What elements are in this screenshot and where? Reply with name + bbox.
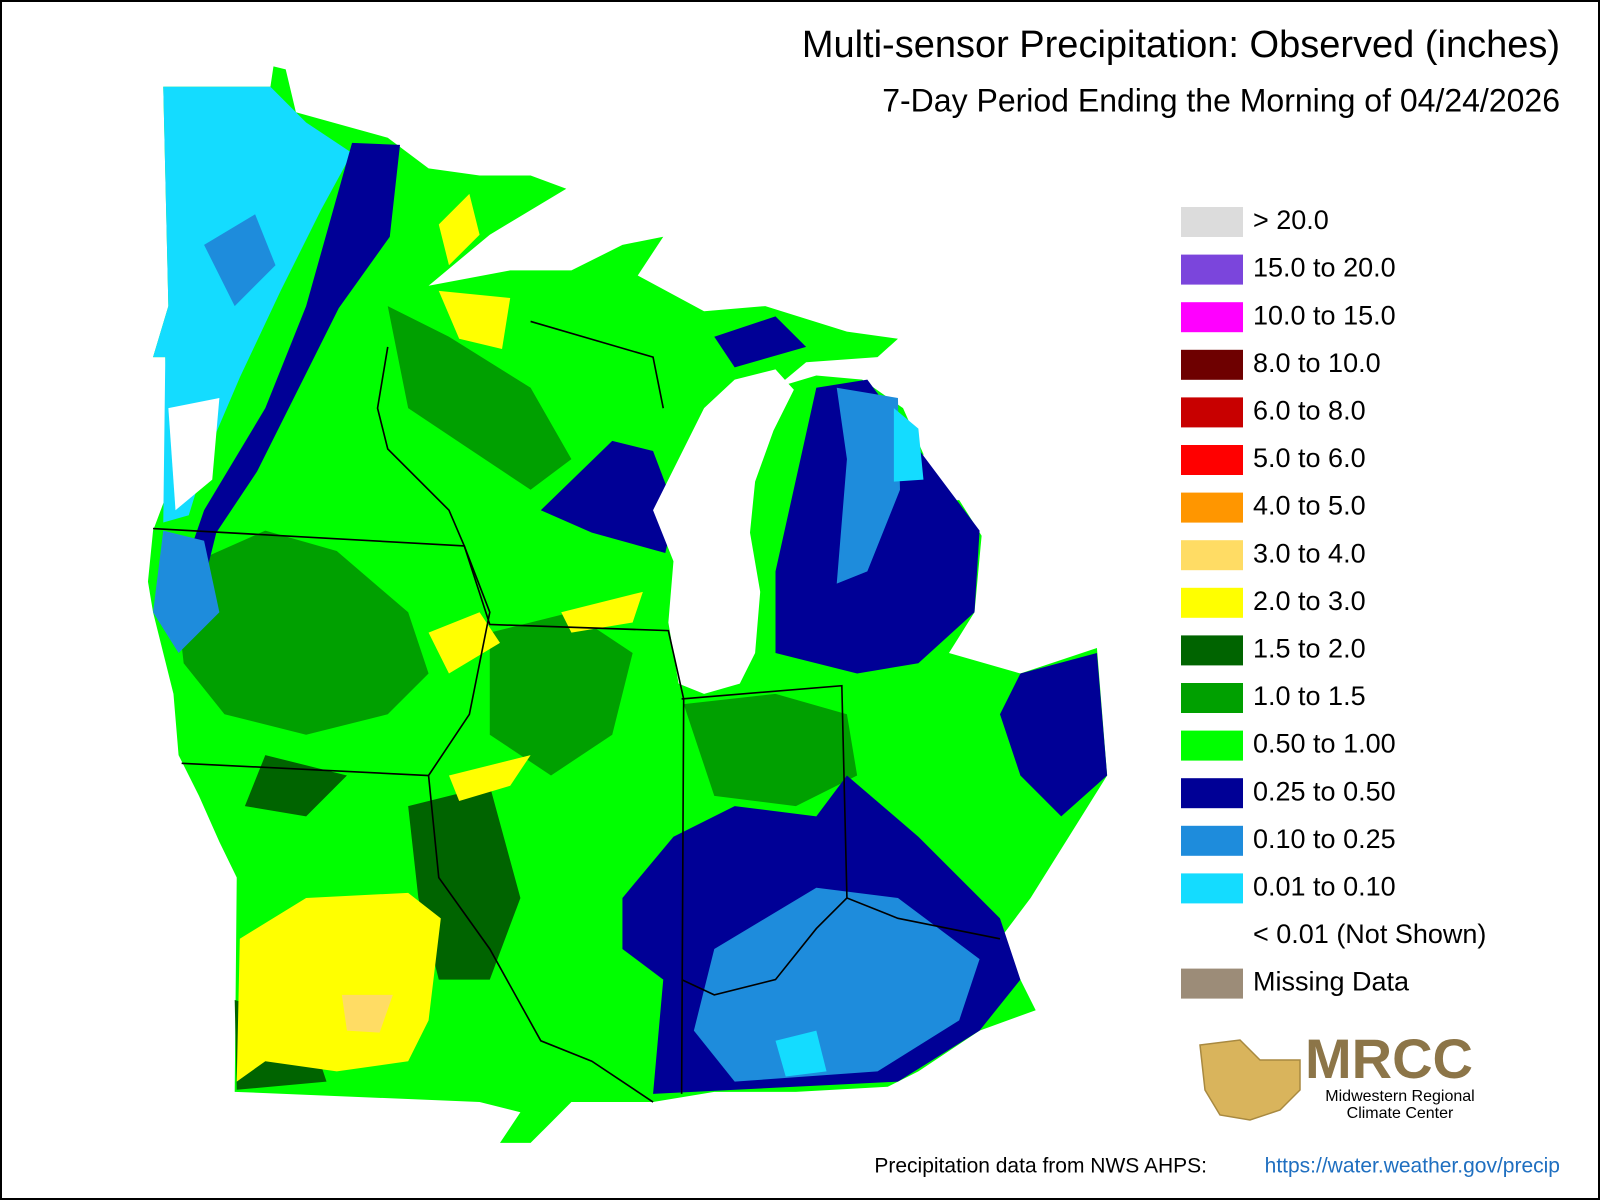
legend-label: 3.0 to 4.0 (1253, 538, 1366, 568)
region (540, 440, 676, 554)
region (153, 530, 220, 654)
region (438, 290, 511, 349)
region (489, 612, 633, 776)
legend: > 20.0 15.0 to 20.0 10.0 to 15.0 8.0 to 10.… (1181, 205, 1486, 999)
legend-swatch (1181, 730, 1243, 761)
legend-label: < 0.01 (Not Shown) (1253, 919, 1486, 949)
region (561, 591, 643, 633)
legend-label: > 20.0 (1253, 205, 1329, 235)
legend-label: 4.0 to 5.0 (1253, 491, 1366, 521)
legend-swatch (1181, 968, 1243, 999)
logo-name: MRCC (1305, 1027, 1473, 1090)
legend-swatch (1181, 397, 1243, 428)
legend-label: 0.10 to 0.25 (1253, 824, 1396, 854)
legend-label: 6.0 to 8.0 (1253, 396, 1366, 426)
region (714, 316, 807, 368)
legend-label: 0.50 to 1.00 (1253, 729, 1396, 759)
logo-line: Midwestern Regional (1325, 1088, 1474, 1105)
region (428, 612, 500, 674)
legend-swatch (1181, 254, 1243, 285)
state-borders (153, 320, 1001, 1103)
legend-swatch (1181, 492, 1243, 523)
footer-text: Precipitation data from NWS AHPS: (874, 1155, 1207, 1178)
legend-swatch (1181, 825, 1243, 856)
subtitle: 7-Day Period Ending the Morning of 04/24… (882, 82, 1560, 118)
logo: MRCC Midwestern Regional Climate Center (1199, 1027, 1475, 1122)
region (236, 892, 441, 1082)
region (448, 755, 531, 802)
legend-swatch (1181, 778, 1243, 809)
legend-label: 0.01 to 0.10 (1253, 872, 1396, 902)
title: Multi-sensor Precipitation: Observed (in… (802, 24, 1560, 66)
legend-swatch (1181, 302, 1243, 333)
footer-link[interactable]: https://water.weather.gov/precip (1265, 1155, 1560, 1178)
legend-label: 10.0 to 15.0 (1253, 300, 1396, 330)
region (438, 193, 480, 266)
logo-line: Climate Center (1347, 1105, 1454, 1122)
region (173, 530, 429, 735)
legend-label: Missing Data (1253, 967, 1410, 997)
region (168, 142, 400, 615)
legend-label: 5.0 to 6.0 (1253, 443, 1366, 473)
legend-swatch (1181, 635, 1243, 666)
legend-swatch (1181, 349, 1243, 380)
legend-label: 8.0 to 10.0 (1253, 348, 1381, 378)
region (999, 653, 1108, 817)
region (168, 397, 220, 511)
logo-map (1199, 1039, 1301, 1121)
legend-label: 0.25 to 0.50 (1253, 776, 1396, 806)
region (204, 214, 276, 307)
legend-label: 1.0 to 1.5 (1253, 681, 1366, 711)
region (693, 887, 980, 1082)
legend-label: 15.0 to 20.0 (1253, 253, 1396, 283)
region (775, 1030, 827, 1077)
legend-swatch (1181, 445, 1243, 475)
legend-swatch (1181, 587, 1243, 618)
legend-swatch (1181, 207, 1243, 237)
legend-swatch (1181, 683, 1243, 713)
legend-label: 2.0 to 3.0 (1253, 586, 1366, 616)
map (147, 66, 1108, 1143)
region (893, 408, 924, 482)
region (836, 387, 900, 584)
region (341, 994, 393, 1033)
legend-swatch (1181, 873, 1243, 904)
region (387, 306, 572, 490)
lake (653, 369, 794, 694)
legend-label: 1.5 to 2.0 (1253, 634, 1366, 664)
region (683, 693, 858, 807)
legend-swatch (1181, 540, 1243, 571)
